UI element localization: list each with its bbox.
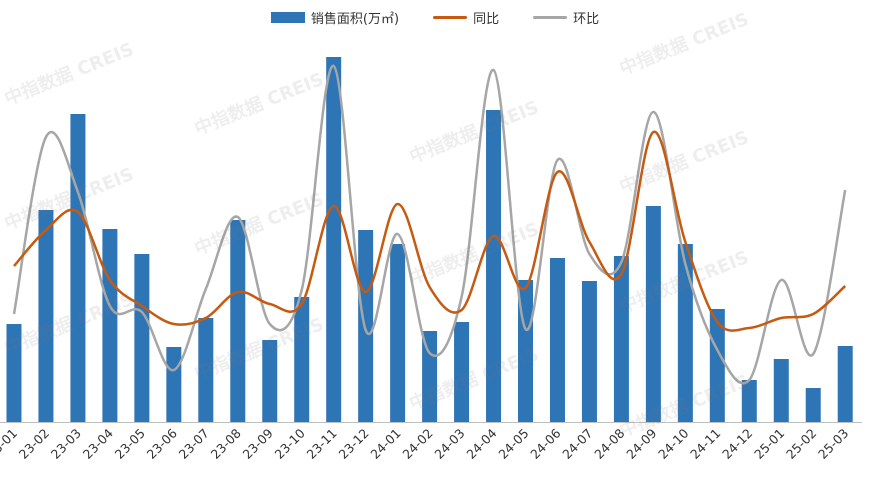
bar-24-10 (677, 244, 693, 422)
x-tick-label-23-11: 23-11 (304, 426, 340, 462)
legend-swatch-mom (533, 16, 568, 19)
bar-23-02 (38, 210, 54, 422)
bar-23-11 (326, 57, 342, 422)
legend-item-yoy: 同比 (433, 8, 499, 27)
x-tick-label-24-11: 24-11 (687, 426, 723, 462)
bar-24-06 (549, 258, 565, 422)
x-tick-label-23-04: 23-04 (80, 425, 116, 461)
x-tick-label-24-09: 24-09 (623, 425, 659, 461)
legend-item-mom: 环比 (533, 8, 599, 27)
bar-23-04 (102, 229, 118, 422)
x-tick-label-23-10: 23-10 (272, 425, 308, 461)
legend-label-yoy: 同比 (473, 12, 500, 27)
x-tick-label-24-08: 24-08 (591, 425, 627, 461)
x-tick-label-24-02: 24-02 (399, 426, 435, 462)
bar-24-03 (454, 322, 470, 422)
bar-25-03 (837, 346, 853, 422)
x-tick-label-23-07: 23-07 (176, 426, 212, 462)
bar-23-05 (134, 254, 150, 422)
bar-23-01 (6, 324, 22, 422)
x-tick-label-24-06: 24-06 (527, 425, 563, 461)
legend-item-sales: 销售面积(万㎡) (270, 8, 400, 27)
x-tick-label-24-12: 24-12 (719, 426, 755, 462)
bar-23-07 (198, 318, 214, 422)
series-line-yoy (13, 130, 847, 332)
legend-label-mom: 环比 (573, 12, 600, 27)
legend-label-sales: 销售面积(万㎡) (310, 12, 400, 27)
bar-24-02 (422, 331, 438, 422)
series-line-mom (12, 64, 847, 385)
x-tick-label-23-12: 23-12 (335, 426, 371, 462)
bar-23-10 (294, 297, 310, 422)
x-tick-label-24-10: 24-10 (655, 425, 691, 461)
bar-25-02 (805, 388, 821, 422)
x-tick-label-25-01: 25-01 (751, 426, 787, 462)
x-tick-label-23-08: 23-08 (208, 425, 244, 461)
x-tick-label-23-02: 23-02 (16, 426, 52, 462)
x-tick-label-25-03: 25-03 (815, 426, 851, 462)
x-tick-label-23-03: 23-03 (48, 426, 84, 462)
x-tick-label-23-06: 23-06 (144, 425, 180, 461)
legend-swatch-sales (270, 12, 305, 23)
bar-24-12 (741, 380, 757, 422)
bar-24-04 (486, 110, 502, 422)
bar-24-01 (390, 244, 406, 422)
bar-23-06 (166, 347, 182, 422)
x-tick-label-25-02: 25-02 (783, 426, 819, 462)
x-tick-label-23-01: 23-01 (0, 426, 20, 462)
bar-24-11 (709, 309, 725, 422)
bar-23-09 (262, 340, 278, 422)
x-tick-label-23-09: 23-09 (240, 425, 276, 461)
x-tick-label-24-01: 24-01 (367, 426, 403, 462)
legend: 销售面积(万㎡) 同比 环比 (0, 8, 870, 27)
x-tick-label-24-04: 24-04 (463, 425, 499, 461)
bar-24-07 (581, 281, 597, 422)
x-tick-label-23-05: 23-05 (112, 426, 148, 462)
x-tick-label-24-03: 24-03 (431, 426, 467, 462)
bar-23-08 (230, 220, 246, 422)
x-tick-label-24-07: 24-07 (559, 426, 595, 462)
bar-24-08 (613, 256, 629, 422)
bar-25-01 (773, 359, 789, 422)
x-tick-label-24-05: 24-05 (495, 426, 531, 462)
legend-swatch-yoy (433, 16, 468, 19)
bar-23-03 (70, 114, 86, 422)
bar-24-09 (645, 206, 661, 422)
